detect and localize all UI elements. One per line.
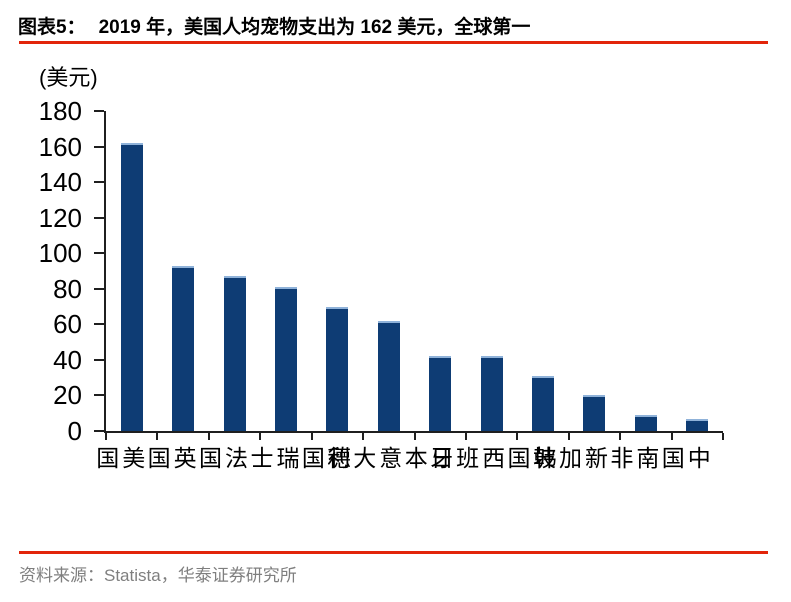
x-axis-tick xyxy=(567,433,570,440)
figure-header: 图表5： 2019 年，美国人均宠物支出为 162 美元，全球第一 xyxy=(18,12,530,39)
chart-bar xyxy=(532,375,555,431)
y-axis-tick xyxy=(94,394,104,397)
y-axis-tick-label: 140 xyxy=(38,167,82,198)
chart-bar xyxy=(326,306,349,431)
figure-title: 2019 年，美国人均宠物支出为 162 美元，全球第一 xyxy=(98,17,531,38)
y-axis-tick-label: 40 xyxy=(53,344,82,375)
y-axis-tick xyxy=(94,145,104,148)
y-axis-tick xyxy=(94,181,104,184)
x-axis-tick xyxy=(619,433,622,440)
chart-bar xyxy=(480,356,503,431)
x-axis-tick xyxy=(413,433,416,440)
y-axis-tick xyxy=(94,110,104,112)
x-category-label: 中国 xyxy=(658,446,711,469)
y-axis-tick xyxy=(94,323,104,326)
chart-bar xyxy=(274,287,297,431)
x-category-label: 法国 xyxy=(195,446,248,469)
y-axis-tick-label: 20 xyxy=(53,380,82,411)
x-axis-tick xyxy=(722,433,724,440)
y-axis-tick xyxy=(94,287,104,290)
x-category-label: 南非 xyxy=(606,446,659,469)
x-axis-tick xyxy=(362,433,365,440)
x-category-label: 韩国 xyxy=(504,446,557,469)
x-axis-tick xyxy=(516,433,519,440)
plot-area: 0 20 40 60 80 100 120 140 160 180 美国 英国 法国 瑞士 德国 意大利 日本西… xyxy=(39,97,724,469)
chart-bar xyxy=(377,320,400,431)
y-axis-tick-label: 100 xyxy=(38,238,82,269)
y-axis-tick xyxy=(94,216,104,219)
title-divider-rule xyxy=(19,41,768,44)
y-axis-tick-label: 60 xyxy=(53,309,82,340)
chart-bar xyxy=(686,418,709,431)
chart-bar xyxy=(429,356,452,431)
chart-bar xyxy=(634,415,657,431)
x-category-label: 英国 xyxy=(144,446,197,469)
x-axis-tick xyxy=(259,433,262,440)
x-category-label: 德国 xyxy=(298,446,351,469)
source-note: 资料来源：Statista，华泰证券研究所 xyxy=(19,566,297,585)
x-category-label: 瑞士 xyxy=(246,446,299,469)
y-axis-tick xyxy=(94,430,104,432)
y-axis-tick-label: 80 xyxy=(53,273,82,304)
chart-bar xyxy=(223,276,246,431)
y-axis-tick-label: 160 xyxy=(38,131,82,162)
chart-bar xyxy=(120,143,143,431)
y-axis-tick-label: 0 xyxy=(67,416,82,446)
y-axis-unit-label: (美元) xyxy=(39,65,98,90)
x-axis-tick xyxy=(207,433,210,440)
x-axis-tick xyxy=(310,433,313,440)
x-category-label: 新加坡 xyxy=(529,446,608,469)
y-axis-tick-label: 120 xyxy=(38,202,82,233)
figure-number-label: 图表5： xyxy=(18,17,86,38)
y-axis-tick xyxy=(94,358,104,361)
x-axis-tick xyxy=(156,433,159,440)
chart-bar xyxy=(583,395,606,431)
y-axis-tick xyxy=(94,252,104,255)
x-category-label: 美国 xyxy=(92,446,145,469)
x-category-label: 西班牙 xyxy=(426,446,505,469)
x-axis-tick xyxy=(105,433,107,440)
x-axis-tick xyxy=(464,433,467,440)
footer-divider-rule xyxy=(19,551,768,554)
x-category-label: 意大利 xyxy=(323,446,402,469)
x-axis-tick xyxy=(670,433,673,440)
y-axis-tick-label: 180 xyxy=(38,96,82,126)
x-category-label: 日本 xyxy=(401,446,454,469)
chart-bar xyxy=(172,265,195,431)
